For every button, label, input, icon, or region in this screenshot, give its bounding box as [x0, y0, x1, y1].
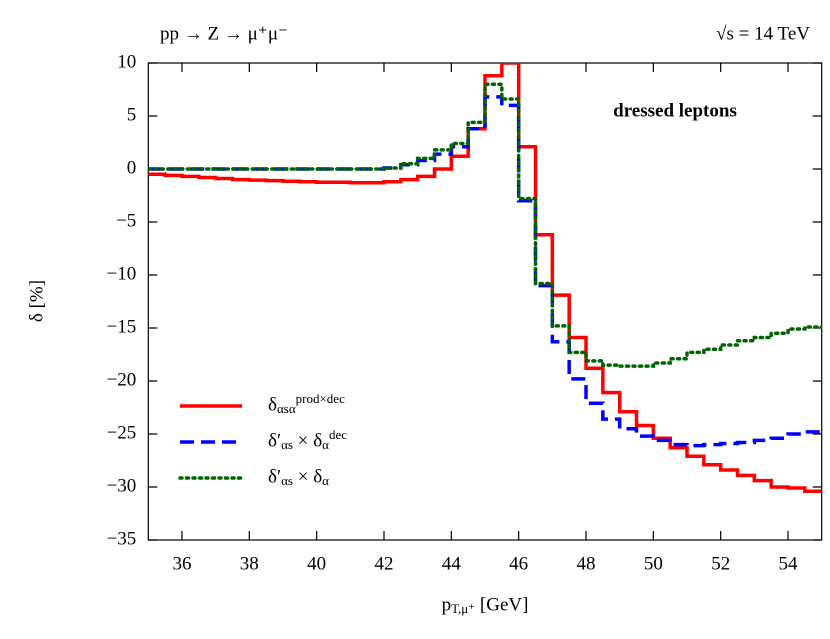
series-group [148, 95, 822, 448]
y-tick-label: 0 [127, 157, 137, 178]
legend-label: δαsαprod×dec [268, 391, 345, 416]
series-group [148, 82, 822, 368]
y-tick-label: −15 [107, 316, 137, 337]
x-tick-label: 46 [509, 553, 528, 574]
x-tick-label: 48 [577, 553, 596, 574]
y-tick-label: 10 [117, 51, 136, 72]
step-line [148, 95, 822, 448]
x-tick-label: 42 [374, 553, 393, 574]
y-tick-label: −5 [116, 210, 136, 231]
y-tick-label: −30 [107, 475, 137, 496]
x-tick-label: 38 [240, 553, 259, 574]
x-tick-label: 36 [172, 553, 191, 574]
y-tick-label: −20 [107, 369, 137, 390]
x-tick-label: 54 [779, 553, 799, 574]
chart-subtitle: √s = 14 TeV [716, 23, 810, 44]
plot-frame [147, 62, 823, 541]
x-axis-label: pT,μ⁺ [GeV] [442, 594, 529, 616]
x-tick-label: 50 [644, 553, 663, 574]
x-tick-label: 40 [307, 553, 326, 574]
y-tick-label: 5 [127, 104, 137, 125]
chart-title: pp → Z → μ⁺μ⁻ [160, 23, 288, 44]
step-line [148, 63, 822, 493]
annotation: dressed leptons [613, 100, 737, 121]
series-group [148, 63, 822, 493]
x-tick-label: 44 [442, 553, 462, 574]
x-tick-label: 52 [711, 553, 730, 574]
legend-label: δ′αs × δαdec [268, 427, 347, 452]
y-tick-label: −10 [107, 263, 137, 284]
step-line [148, 82, 822, 368]
y-tick-label: −25 [107, 422, 137, 443]
y-axis-label: δ [%] [26, 280, 47, 322]
legend-label: δ′αs × δα [268, 466, 329, 488]
y-tick-label: −35 [107, 528, 137, 549]
